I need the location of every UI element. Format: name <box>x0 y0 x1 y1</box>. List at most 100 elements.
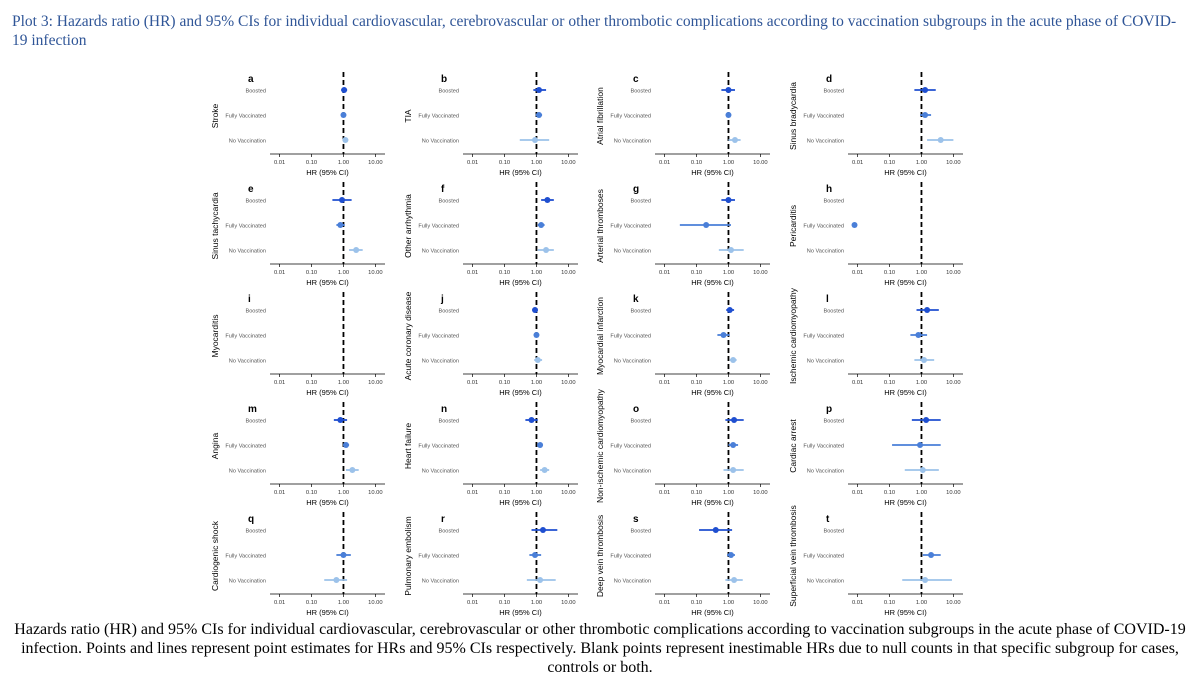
panel-letter: e <box>248 184 254 195</box>
outcome-label: Sinus bradycardia <box>788 82 798 150</box>
x-tick-label: 0.01 <box>467 600 478 606</box>
hr-point <box>920 357 927 363</box>
outcome-label: Angina <box>210 432 220 459</box>
x-tick-label: 0.01 <box>274 380 285 386</box>
group-label: Fully Vaccinated <box>418 114 459 120</box>
group-label: Fully Vaccinated <box>610 444 651 450</box>
x-tick-label: 0.01 <box>659 490 670 496</box>
forest-panel-b: b TIA Boosted Fully Vaccinated No Vaccinatio… <box>403 72 578 177</box>
outcome-label: Heart failure <box>403 423 413 470</box>
x-tick-label: 1.00 <box>916 380 927 386</box>
group-label: Boosted <box>823 89 844 95</box>
x-tick-label: 10.00 <box>561 600 576 606</box>
hr-point <box>922 112 929 118</box>
panel-letter: p <box>826 404 832 415</box>
x-axis-title: HR (95% CI) <box>499 498 542 507</box>
x-axis-title: HR (95% CI) <box>499 608 542 617</box>
x-tick-label: 0.01 <box>467 160 478 166</box>
hr-point <box>337 222 344 228</box>
forest-panel-q: q Cardiogenic shock Boosted Fully Vaccinate… <box>210 512 385 617</box>
hr-point <box>535 112 542 118</box>
group-label: Fully Vaccinated <box>225 444 266 450</box>
hr-point <box>725 87 732 93</box>
x-tick-label: 10.00 <box>561 380 576 386</box>
hr-point <box>337 417 344 423</box>
x-tick-label: 0.01 <box>467 270 478 276</box>
group-label: Boosted <box>823 309 844 315</box>
x-tick-label: 0.01 <box>274 600 285 606</box>
x-tick-label: 1.00 <box>723 490 734 496</box>
forest-plot-grid: a Stroke Boosted Fully Vaccinated No Vaccina… <box>210 72 963 617</box>
x-axis-title: HR (95% CI) <box>691 608 734 617</box>
group-label: No Vaccination <box>229 359 266 365</box>
group-label: Fully Vaccinated <box>225 334 266 340</box>
group-label: Fully Vaccinated <box>225 554 266 560</box>
hr-point <box>731 137 738 143</box>
x-tick-label: 0.10 <box>499 270 510 276</box>
x-tick-label: 10.00 <box>368 490 383 496</box>
x-tick-label: 0.10 <box>499 380 510 386</box>
hr-point <box>727 552 734 558</box>
x-tick-label: 10.00 <box>561 270 576 276</box>
x-tick-label: 10.00 <box>368 380 383 386</box>
outcome-label: Deep vein thrombosis <box>595 515 605 597</box>
x-tick-label: 0.10 <box>691 160 702 166</box>
x-tick-label: 1.00 <box>531 490 542 496</box>
hr-point <box>342 442 349 448</box>
x-tick-label: 0.10 <box>691 270 702 276</box>
x-axis-title: HR (95% CI) <box>884 388 927 397</box>
x-tick-label: 10.00 <box>946 270 961 276</box>
hr-point <box>534 357 541 363</box>
outcome-label: Non-ischemic cardiomyopathy <box>595 388 605 503</box>
hr-point <box>340 552 347 558</box>
outcome-label: Cardiogenic shock <box>210 520 220 591</box>
group-label: Fully Vaccinated <box>610 224 651 230</box>
hr-point <box>538 222 545 228</box>
hr-point <box>915 332 922 338</box>
x-tick-label: 1.00 <box>723 380 734 386</box>
forest-panel-j: j Acute coronary disease Boosted Fully Vacc… <box>403 291 578 397</box>
group-label: No Vaccination <box>229 249 266 255</box>
group-label: Fully Vaccinated <box>610 554 651 560</box>
outcome-label: Arterial thromboses <box>595 189 605 263</box>
outcome-label: Superficial vein thrombosis <box>788 505 798 607</box>
x-tick-label: 0.10 <box>499 490 510 496</box>
group-label: Boosted <box>823 419 844 425</box>
x-tick-label: 0.01 <box>659 380 670 386</box>
panel-letter: d <box>826 74 832 85</box>
group-label: No Vaccination <box>614 579 651 585</box>
x-tick-label: 10.00 <box>753 380 768 386</box>
panel-letter: k <box>633 294 639 305</box>
group-label: No Vaccination <box>229 469 266 475</box>
chart-title: Plot 3: Hazards ratio (HR) and 95% CIs f… <box>12 13 1177 49</box>
hr-point <box>727 247 734 253</box>
hr-point <box>923 417 930 423</box>
panel-letter: c <box>633 74 639 85</box>
hr-point <box>353 247 360 253</box>
group-label: Fully Vaccinated <box>610 334 651 340</box>
forest-panel-d: d Sinus bradycardia Boosted Fully Vaccinate… <box>788 72 963 177</box>
x-axis-title: HR (95% CI) <box>691 498 734 507</box>
group-label: Boosted <box>630 309 651 315</box>
x-tick-label: 10.00 <box>946 160 961 166</box>
x-tick-label: 0.01 <box>659 160 670 166</box>
x-tick-label: 0.10 <box>884 490 895 496</box>
hr-point <box>725 197 732 203</box>
hr-point <box>924 307 931 313</box>
group-label: No Vaccination <box>614 139 651 145</box>
panel-letter: o <box>633 404 639 415</box>
outcome-label: Cardiac arrest <box>788 419 798 473</box>
hr-point <box>726 307 733 313</box>
outcome-label: Atrial fibrillation <box>595 87 605 145</box>
x-tick-label: 10.00 <box>368 600 383 606</box>
group-label: Fully Vaccinated <box>418 224 459 230</box>
hr-point <box>528 417 535 423</box>
hr-point <box>712 527 719 533</box>
x-tick-label: 10.00 <box>946 490 961 496</box>
x-tick-label: 1.00 <box>338 490 349 496</box>
x-tick-label: 1.00 <box>723 600 734 606</box>
group-label: Boosted <box>438 199 459 205</box>
group-label: No Vaccination <box>422 249 459 255</box>
x-tick-label: 10.00 <box>368 270 383 276</box>
group-label: No Vaccination <box>422 579 459 585</box>
